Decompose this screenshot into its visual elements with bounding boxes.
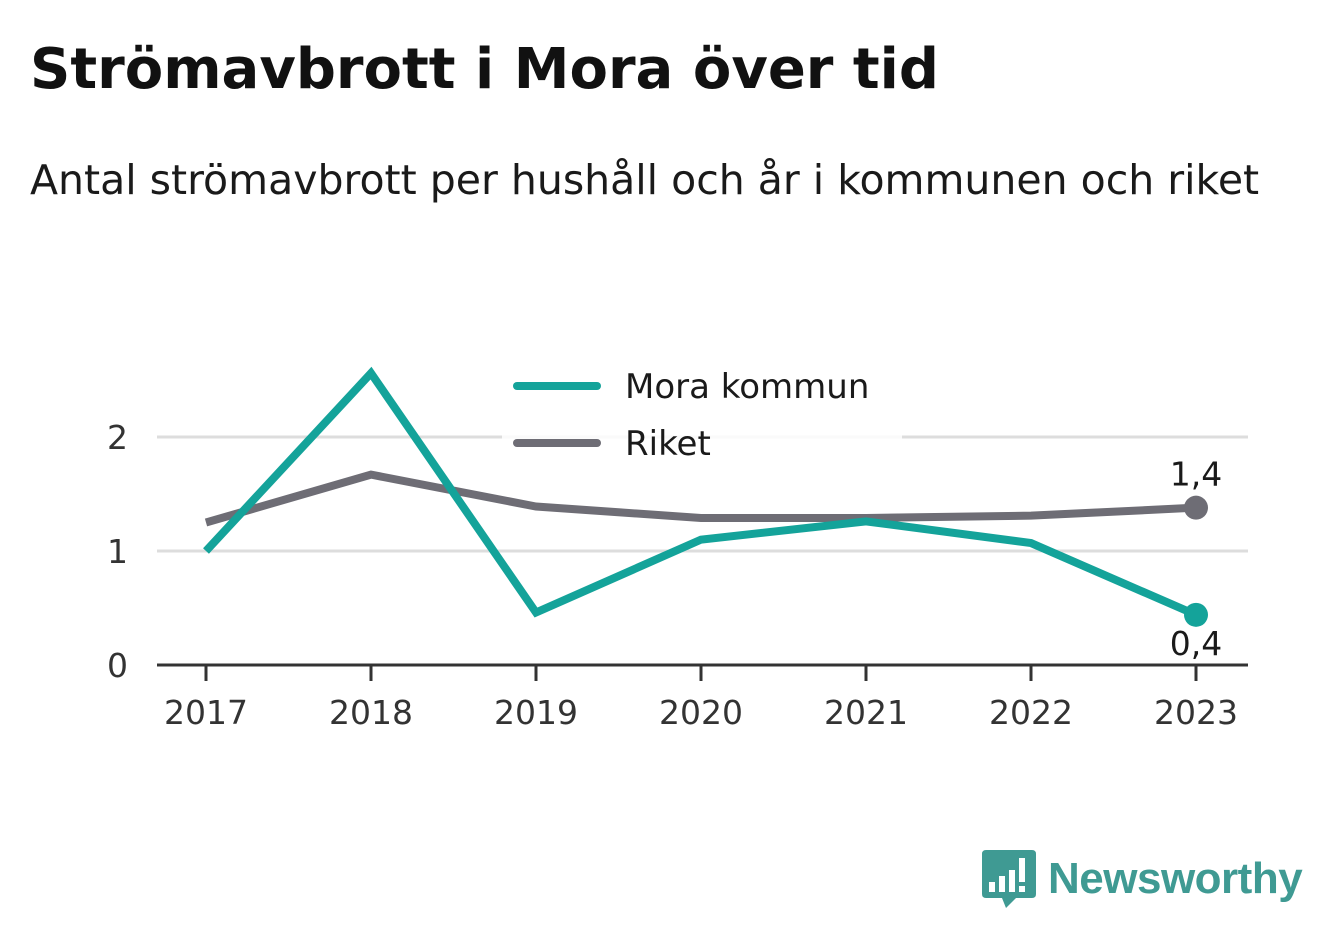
- y-tick-label: 2: [107, 418, 128, 457]
- chart-title: Strömavbrott i Mora över tid: [30, 37, 939, 102]
- x-tick-label: 2019: [494, 693, 578, 732]
- legend-background: [502, 362, 902, 474]
- x-tick-label: 2023: [1154, 693, 1238, 732]
- series-end-point: [1184, 495, 1208, 520]
- series-line-mora-kommun: [203, 366, 1198, 619]
- x-axis-ticks: 2017 2018 2019 2020 2021 2022 2023: [164, 665, 1238, 732]
- legend: Mora kommun Riket: [502, 362, 902, 474]
- legend-label: Riket: [625, 424, 711, 464]
- end-value-labels: 0,4 1,4: [1170, 455, 1222, 663]
- legend-label: Mora kommun: [625, 367, 869, 407]
- series-line-riket: [204, 470, 1197, 527]
- x-tick-label: 2021: [824, 693, 908, 732]
- newsworthy-chart-bubble-icon: [982, 850, 1036, 908]
- x-tick-label: 2018: [329, 693, 413, 732]
- x-tick-label: 2020: [659, 693, 743, 732]
- y-axis-ticks: 0 1 2: [107, 418, 128, 685]
- x-tick-label: 2022: [989, 693, 1073, 732]
- chart-subtitle: Antal strömavbrott per hushåll och år i …: [30, 156, 1260, 204]
- series: [203, 366, 1208, 627]
- end-value-label: 1,4: [1170, 455, 1222, 494]
- y-tick-label: 1: [107, 532, 128, 571]
- series-end-point: [1184, 602, 1208, 627]
- brand-logo: Newsworthy: [980, 848, 1303, 910]
- end-value-label: 0,4: [1170, 624, 1222, 663]
- x-tick-label: 2017: [164, 693, 248, 732]
- y-tick-label: 0: [107, 646, 128, 685]
- brand-name: Newsworthy: [1048, 854, 1303, 903]
